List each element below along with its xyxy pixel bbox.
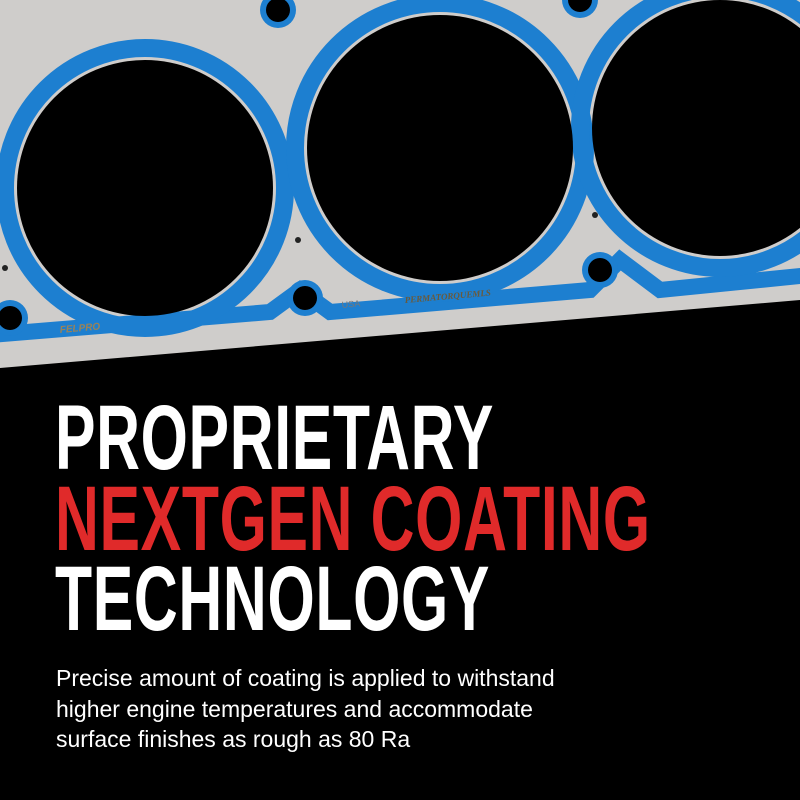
usa-marking: USA bbox=[341, 298, 360, 310]
description-line: higher engine temperatures and accommoda… bbox=[56, 695, 533, 722]
headline-line-1: PROPRIETARY bbox=[55, 387, 495, 489]
felpro-marking: FELPRO bbox=[59, 321, 101, 336]
headline-line-3: TECHNOLOGY bbox=[55, 548, 491, 650]
description: Precise amount of coating is applied to … bbox=[56, 663, 756, 755]
description-line: surface finishes as rough as 80 Ra bbox=[56, 726, 411, 752]
description-line: Precise amount of coating is applied to … bbox=[56, 665, 555, 691]
headline-line-2: NEXTGEN COATING bbox=[55, 468, 651, 570]
